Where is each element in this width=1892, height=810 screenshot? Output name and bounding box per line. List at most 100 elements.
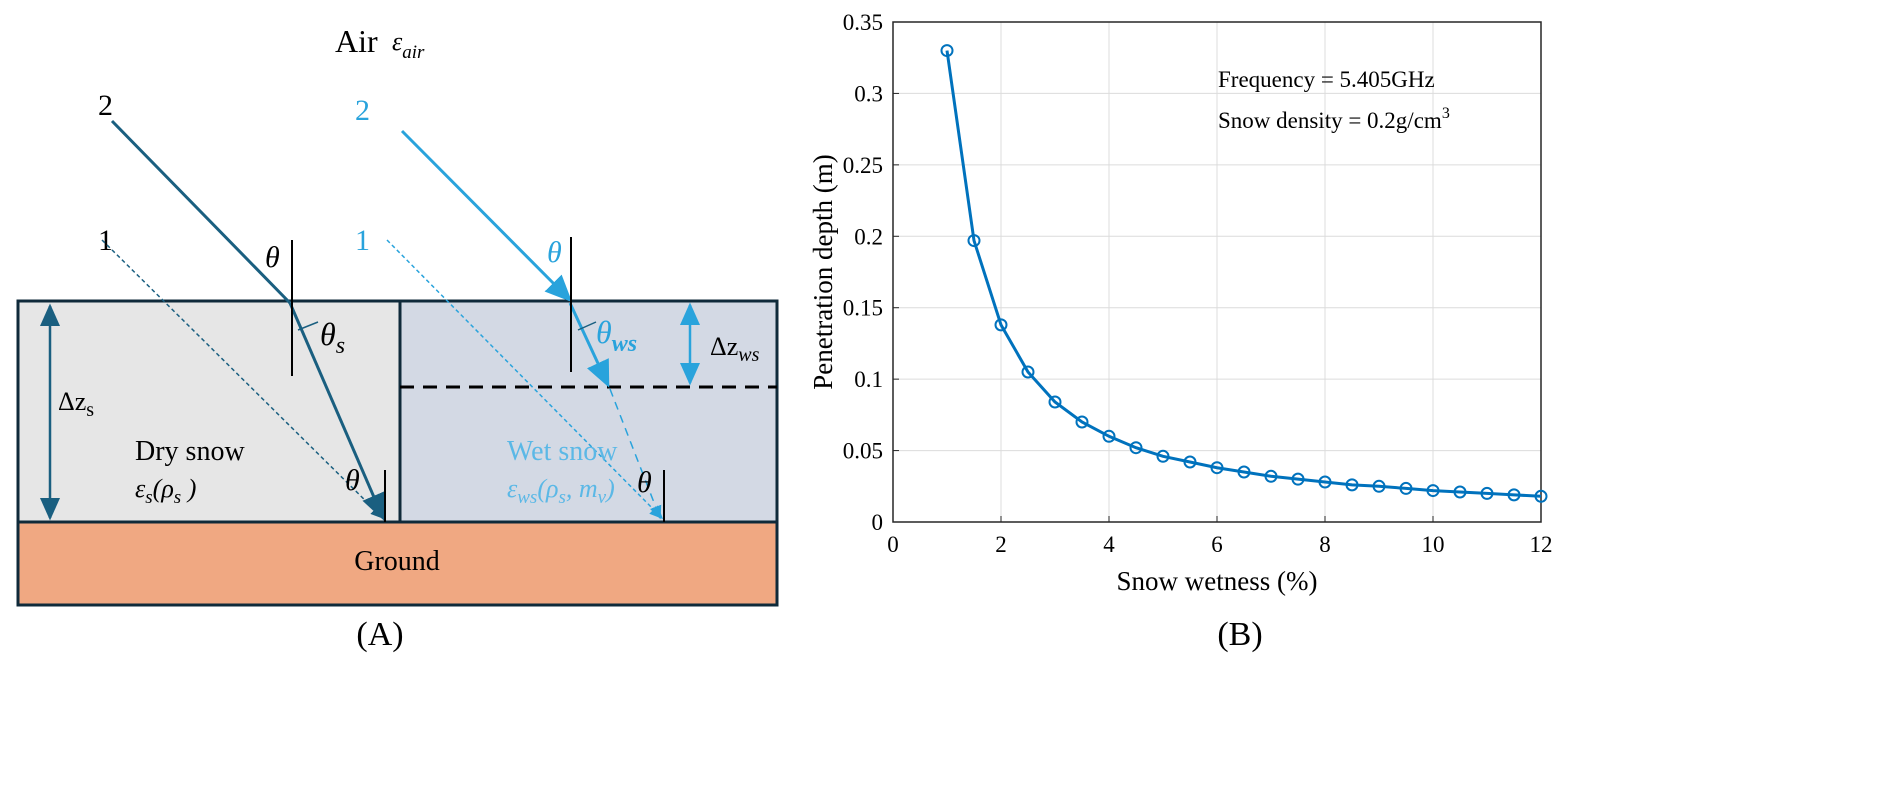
ray-1-wet (386, 239, 664, 520)
theta-symbol: θ (596, 314, 612, 350)
y-tick-label: 0.15 (843, 296, 883, 321)
y-tick-label: 0.3 (854, 81, 883, 106)
data-point (1534, 489, 1548, 503)
eps-mid-sub: v (598, 487, 607, 508)
data-point (940, 44, 954, 58)
eps-args: (ρ (153, 474, 174, 503)
x-tick-label: 10 (1422, 532, 1445, 557)
ray-2-wet-label: 2 (355, 94, 370, 127)
y-tick-label: 0 (872, 510, 884, 535)
dz-s-label: Δzs (58, 387, 94, 421)
ray-2-wet (400, 129, 573, 303)
annotation-frequency: Frequency = 5.405GHz (1218, 67, 1435, 92)
data-point (1426, 484, 1440, 498)
series-markers (940, 44, 1548, 503)
dz-sub: s (86, 399, 94, 421)
data-point (1453, 485, 1467, 499)
panel-b-chart: 0 2 4 6 8 10 12 0 0.05 0.1 0.15 0.2 0.25 0.3 0.35 Freq… (808, 10, 1553, 653)
density-superscript: 3 (1442, 105, 1450, 122)
data-point (1075, 415, 1089, 429)
density-text: Snow density = 0.2g/cm (1218, 108, 1442, 133)
data-point (1318, 475, 1332, 489)
eps-args-sub: s (558, 487, 565, 508)
theta-ws-label: θws (596, 314, 637, 357)
x-tick-label: 6 (1211, 532, 1223, 557)
eps-close: ) (604, 474, 615, 503)
ray-2-dry (110, 119, 292, 305)
ray-1-dry-label: 1 (98, 224, 113, 257)
data-point (1291, 472, 1305, 486)
theta-symbol: θ (320, 316, 336, 352)
theta-s-leader (297, 321, 319, 331)
x-tick-label: 2 (995, 532, 1007, 557)
series-line (945, 50, 1542, 498)
panel-a-label: (A) (356, 616, 403, 653)
wet-snow-layer (398, 299, 779, 524)
wet-snow-label: Wet snow (507, 436, 618, 467)
data-point (1372, 479, 1386, 493)
ray-1-dry (101, 239, 385, 520)
eps-symbol: ε (135, 474, 146, 503)
theta-ws-leader (577, 321, 597, 331)
dry-eps-label: εs(ρs ) (135, 474, 196, 508)
dz-symbol: Δz (710, 332, 738, 361)
eps-close: ) (181, 474, 196, 503)
ray-2-wet-attenuated (609, 388, 662, 520)
data-point (1399, 481, 1413, 495)
x-tick-label: 0 (887, 532, 899, 557)
x-tick-label: 4 (1103, 532, 1115, 557)
theta-sub: s (336, 333, 345, 359)
ray-2-wet-refracted (568, 302, 610, 388)
air-label: Air (335, 23, 378, 59)
y-axis-label: Penetration depth (m) (808, 154, 838, 389)
eps-args: (ρ (537, 474, 558, 503)
data-point (1129, 441, 1143, 455)
data-point (967, 234, 981, 248)
eps-sub: air (402, 42, 425, 63)
y-tick-label: 0.35 (843, 10, 883, 35)
panel-b-label: (B) (1217, 616, 1262, 653)
eps-mid: , m (566, 474, 598, 503)
data-point (1264, 469, 1278, 483)
grid (892, 21, 1542, 523)
data-point (994, 318, 1008, 332)
y-tick-label: 0.05 (843, 439, 883, 464)
data-point (1210, 461, 1224, 475)
panel-a-diagram: Air εair 2 1 θ θs θ Δzs Dry snow εs(ρs )… (16, 23, 779, 653)
y-tick-label: 0.25 (843, 153, 883, 178)
theta-label: θ (637, 466, 652, 499)
data-point (1102, 429, 1116, 443)
data-point (1345, 478, 1359, 492)
dz-sub: ws (738, 344, 759, 366)
eps-sub: ws (517, 487, 537, 508)
theta-s-label: θs (320, 316, 345, 359)
eps-args-sub: s (174, 487, 181, 508)
ground-layer (16, 520, 779, 607)
ticks: 0 2 4 6 8 10 12 0 0.05 0.1 0.15 0.2 0.25 0.3 0.35 (843, 10, 1553, 557)
annotation-density: Snow density = 0.2g/cm3 (1218, 105, 1450, 133)
x-tick-label: 12 (1530, 532, 1553, 557)
ray-1-wet-label: 1 (355, 224, 370, 257)
data-point (1156, 449, 1170, 463)
dry-snow-label: Dry snow (135, 436, 245, 467)
data-point (1021, 365, 1035, 379)
eps-symbol: ε (392, 27, 403, 56)
theta-label: θ (547, 236, 562, 269)
ground-label: Ground (354, 546, 440, 577)
ray-2-dry-refracted (288, 302, 385, 521)
dz-ws-label: Δzws (710, 332, 760, 366)
data-point (1048, 395, 1062, 409)
dz-symbol: Δz (58, 387, 86, 416)
theta-sub: ws (612, 331, 637, 357)
eps-sub: s (145, 487, 152, 508)
theta-label: θ (265, 241, 280, 274)
y-tick-label: 0.1 (854, 367, 883, 392)
x-axis-label: Snow wetness (%) (1117, 566, 1318, 596)
data-point (1507, 488, 1521, 502)
wet-eps-label: εws(ρs, mv) (507, 474, 615, 508)
y-tick-label: 0.2 (854, 224, 883, 249)
x-tick-label: 8 (1319, 532, 1331, 557)
ray-2-dry-label: 2 (98, 89, 113, 122)
eps-air-label: εair (392, 27, 425, 63)
